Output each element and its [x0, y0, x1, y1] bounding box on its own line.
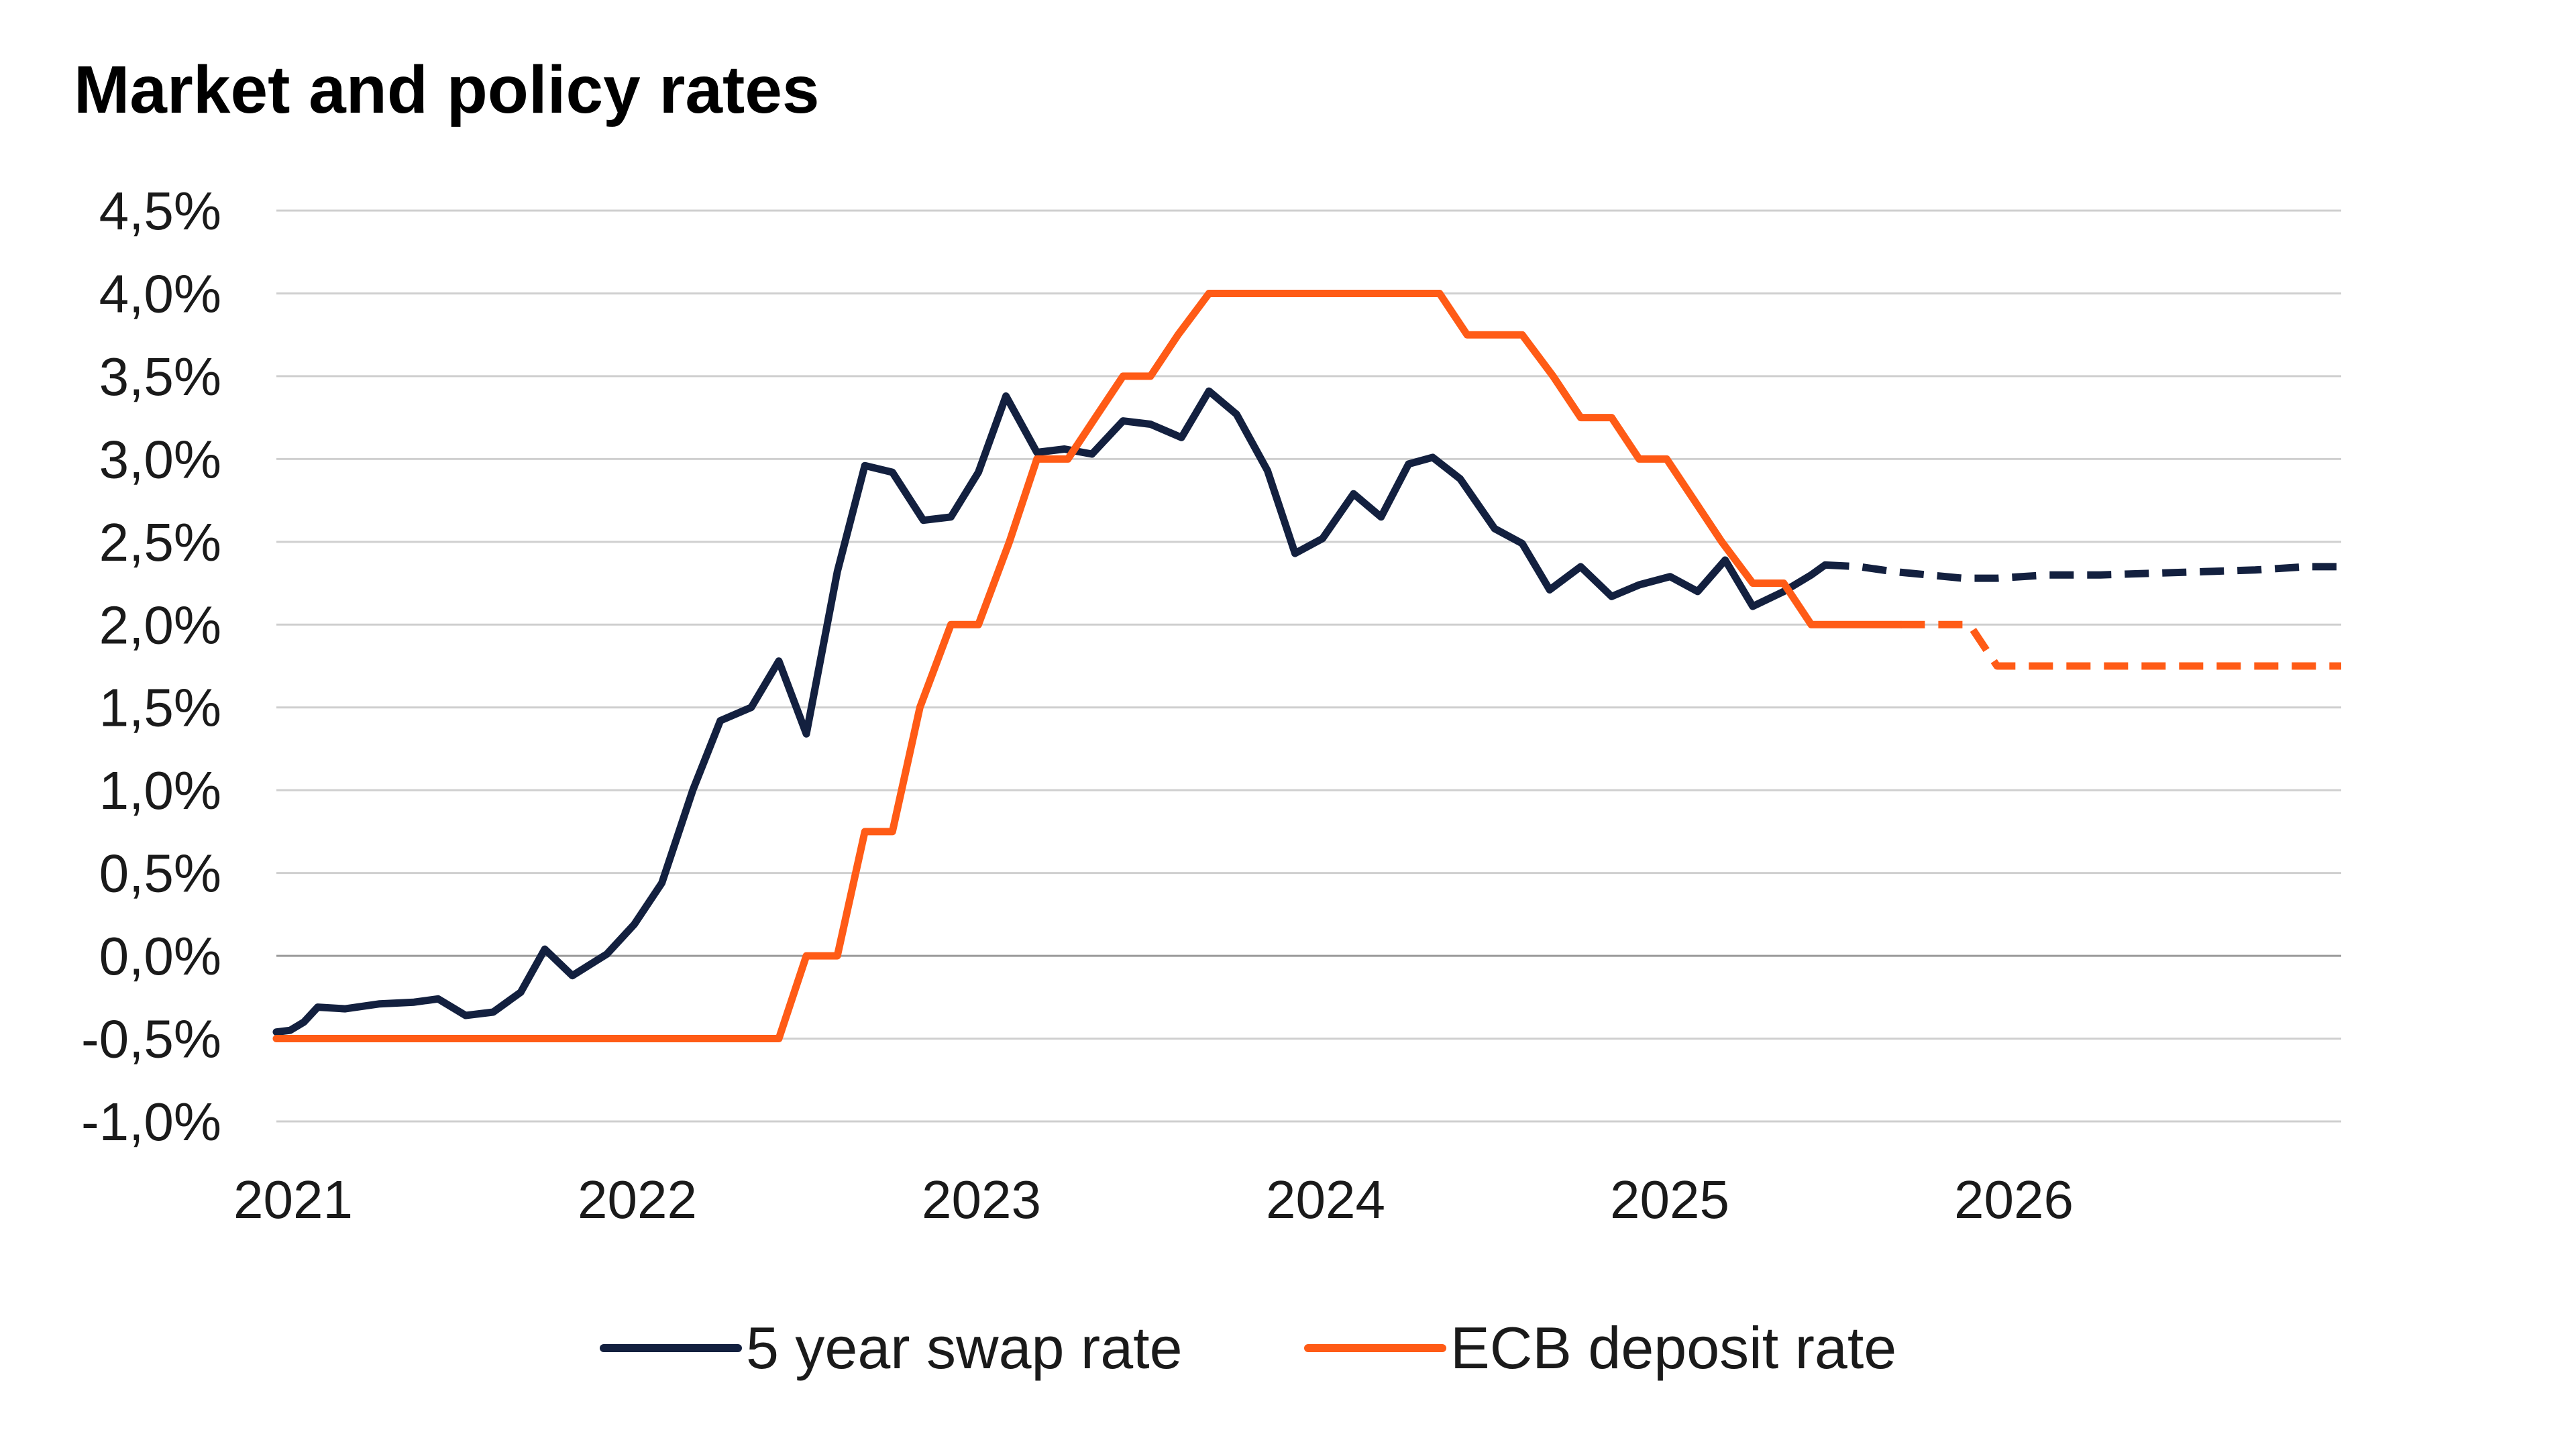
x-tick-label: 2026: [1954, 1170, 2074, 1229]
x-tick-label: 2024: [1266, 1170, 1385, 1229]
y-tick-label: 2,0%: [99, 595, 221, 655]
y-tick-label: 1,5%: [99, 678, 221, 738]
y-tick-label: 0,0%: [99, 926, 221, 986]
chart-title: Market and policy rates: [74, 52, 820, 127]
y-tick-label: -1,0%: [81, 1092, 221, 1152]
series-forecast-ecb-deposit-rate: [1900, 620, 2341, 670]
legend-label-ecb-deposit-rate: ECB deposit rate: [1450, 1315, 1896, 1381]
legend-label-swap-rate: 5 year swap rate: [746, 1315, 1183, 1381]
y-tick-label: 4,5%: [99, 181, 221, 241]
series-forecast-swap-rate: [1825, 561, 2341, 582]
x-tick-label: 2022: [578, 1170, 697, 1229]
y-tick-label: 3,5%: [99, 347, 221, 406]
x-axis-tick-labels: 2021 2022 2023 2024 2025 2026: [233, 1170, 2074, 1229]
y-tick-label: 3,0%: [99, 429, 221, 489]
y-tick-label: 0,5%: [99, 844, 221, 903]
legend: 5 year swap rate ECB deposit rate: [600, 1315, 1896, 1381]
x-tick-label: 2023: [922, 1170, 1041, 1229]
series-line-swap-rate: [272, 387, 1829, 1036]
y-tick-label: 4,0%: [99, 264, 221, 323]
x-tick-label: 2021: [233, 1170, 353, 1229]
y-tick-label: 1,0%: [99, 761, 221, 820]
y-tick-label: -0,5%: [81, 1009, 221, 1069]
y-tick-label: 2,5%: [99, 512, 221, 572]
x-tick-label: 2025: [1610, 1170, 1729, 1229]
series-lines: [272, 290, 2341, 1042]
series-line-ecb-deposit-rate: [272, 290, 1904, 1042]
y-axis-tick-labels: 4,5% 4,0% 3,5% 3,0% 2,5% 2,0% 1,5% 1,0% 0,5% 0,0%…: [81, 181, 221, 1152]
